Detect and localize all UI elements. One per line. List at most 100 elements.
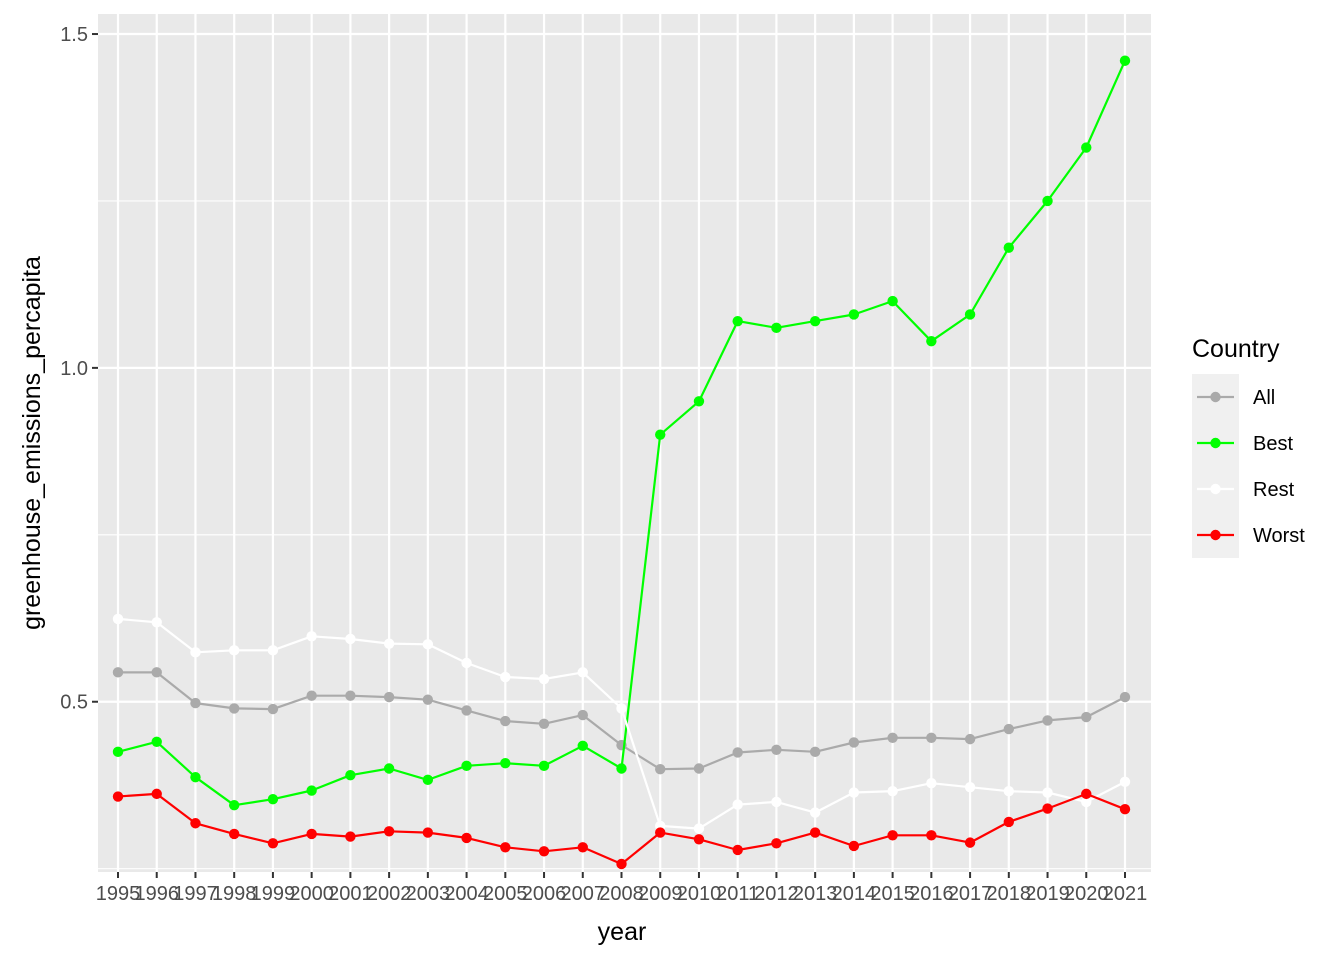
data-point	[771, 796, 782, 808]
data-point	[1081, 796, 1092, 808]
data-point	[267, 703, 279, 715]
data-point	[887, 732, 898, 743]
legend-key-point	[1210, 483, 1221, 495]
data-point	[848, 787, 860, 798]
legend-item-best: Best	[1197, 433, 1293, 455]
x-tick-label: 2017	[948, 883, 993, 905]
legend-item-worst: Worst	[1197, 525, 1305, 547]
data-point	[887, 786, 898, 797]
data-point	[1042, 787, 1053, 798]
x-tick-label: 2007	[561, 883, 606, 905]
data-point	[732, 799, 743, 810]
x-axis-title: year	[598, 918, 647, 946]
data-point	[500, 715, 511, 727]
data-point	[655, 827, 666, 838]
data-point	[848, 737, 860, 748]
data-point	[190, 771, 201, 783]
data-point	[809, 746, 821, 758]
data-point	[926, 732, 937, 743]
data-point	[538, 846, 550, 857]
data-point	[228, 703, 240, 714]
legend-key-point	[1210, 437, 1221, 449]
x-tick-label: 2006	[522, 883, 567, 905]
data-point	[1042, 715, 1053, 726]
data-point	[112, 667, 124, 678]
data-point	[151, 788, 162, 800]
x-tick-label: 2009	[638, 883, 683, 905]
data-point	[1042, 195, 1053, 207]
data-point	[1081, 711, 1092, 723]
data-point	[809, 807, 821, 818]
x-tick-label: 1996	[134, 883, 179, 905]
data-point	[345, 690, 356, 701]
data-point	[267, 794, 279, 805]
data-point	[461, 657, 472, 669]
data-point	[538, 718, 550, 729]
legend-item-rest: Rest	[1197, 479, 1295, 501]
data-point	[926, 777, 937, 789]
data-point	[461, 760, 472, 772]
data-point	[383, 638, 395, 649]
x-tick-label: 2018	[987, 883, 1032, 905]
x-tick-label: 1999	[251, 883, 296, 905]
x-tick-label: 2011	[716, 883, 759, 905]
series-layer	[112, 55, 1131, 870]
data-point	[345, 831, 356, 842]
data-point	[1119, 691, 1131, 703]
legend-label: Best	[1253, 433, 1293, 455]
data-point	[500, 671, 511, 683]
data-point	[809, 827, 821, 838]
grid-lines	[98, 14, 1151, 872]
data-point	[771, 744, 782, 756]
data-point	[500, 842, 511, 853]
data-point	[577, 842, 588, 853]
data-point	[1119, 804, 1131, 815]
y-axis-title: greenhouse_emissions_percapita	[18, 256, 46, 630]
data-point	[1003, 242, 1015, 253]
legend-key-point	[1210, 391, 1221, 403]
legend: Country All Best Rest Worst	[1192, 335, 1305, 558]
x-tick-label: 2012	[754, 883, 799, 905]
data-point	[500, 757, 511, 769]
data-point	[848, 840, 860, 852]
series-best	[112, 55, 1131, 811]
x-tick-label: 2003	[406, 883, 451, 905]
legend-key-background	[1192, 374, 1239, 558]
x-tick-label: 2020	[1064, 883, 1109, 905]
data-point	[771, 838, 782, 849]
data-point	[732, 747, 743, 758]
data-point	[887, 830, 898, 841]
data-point	[190, 697, 201, 709]
data-point	[693, 834, 705, 845]
data-point	[267, 645, 279, 656]
data-point	[693, 823, 705, 834]
x-tick-label: 1995	[96, 883, 141, 905]
data-point	[1042, 803, 1053, 814]
data-point	[577, 709, 588, 721]
data-point	[809, 315, 821, 327]
data-point	[228, 828, 240, 840]
data-point	[190, 647, 201, 658]
data-point	[345, 769, 356, 781]
data-point	[655, 763, 666, 775]
data-point	[422, 694, 434, 705]
series-worst	[112, 788, 1131, 870]
x-tick-label: 1997	[173, 883, 218, 905]
data-point	[383, 691, 395, 703]
data-point	[1003, 816, 1015, 828]
data-point	[732, 844, 743, 856]
x-tick-label: 2015	[870, 883, 915, 905]
data-point	[655, 429, 666, 440]
data-point	[345, 633, 356, 645]
y-tick-label: 1.5	[60, 24, 88, 46]
x-tick-label: 2010	[677, 883, 722, 905]
data-point	[1003, 723, 1015, 735]
data-point	[306, 631, 317, 642]
x-tick-label: 2005	[483, 883, 528, 905]
data-point	[228, 800, 240, 811]
x-tick-label: 2008	[599, 883, 644, 905]
data-point	[771, 322, 782, 334]
data-point	[461, 832, 472, 844]
series-rest	[112, 613, 1131, 834]
